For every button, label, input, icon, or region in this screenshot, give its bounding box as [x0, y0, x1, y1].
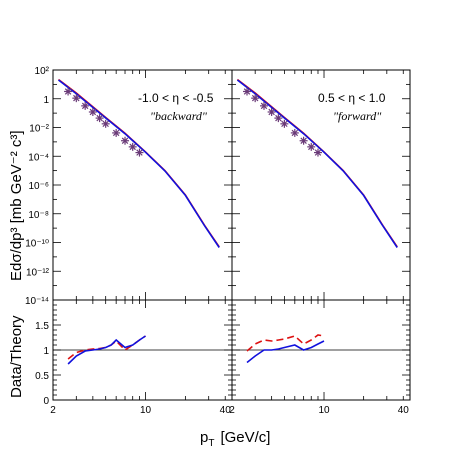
data-point — [121, 136, 130, 145]
data-point-stroke — [64, 88, 72, 95]
y-tick-label: 1 — [43, 95, 49, 106]
data-point — [95, 114, 104, 123]
data-point-stroke — [260, 102, 268, 110]
annotation-backward-eta: -1.0 < η < -0.5 — [138, 91, 214, 105]
panel-top-left: 10² 1 10⁻² 10⁻⁴ 10⁻⁶ 10⁻⁸ 10⁻¹⁰ 10⁻¹² 10⁻¹⁴ — [25, 66, 233, 307]
series-blue-solid — [67, 335, 146, 365]
annotation-forward-eta: 0.5 < η < 1.0 — [318, 91, 386, 105]
data-point-stroke — [89, 108, 97, 116]
data-point-stroke — [291, 129, 299, 137]
data-point-stroke — [96, 114, 103, 122]
data-point-stroke — [243, 88, 251, 95]
data-point — [101, 119, 110, 128]
series-red-dashed — [246, 334, 325, 352]
y-tick-label: 10⁻¹² — [26, 267, 50, 278]
series-blue-solid — [236, 79, 398, 248]
x-tick-label: 40 — [220, 405, 232, 416]
y-axis-title-top: Edσ/dp³ [mb GeV⁻² c³] — [8, 130, 25, 281]
data-point-stroke — [102, 120, 109, 128]
x-tick-label: 40 — [398, 405, 410, 416]
data-point — [112, 128, 121, 137]
series-blue-solid — [58, 79, 220, 248]
data-point-stroke — [136, 149, 143, 156]
panel-top-right — [231, 69, 411, 301]
data-point — [290, 128, 299, 137]
panel-bottom-right: 2 10 40 — [229, 299, 411, 416]
y-tick-label: 1.5 — [35, 321, 49, 332]
x-axis-title: pT [GeV/c] — [200, 429, 270, 449]
data-point — [280, 119, 289, 128]
data-point-stroke — [129, 143, 136, 151]
data-point-stroke — [314, 149, 322, 156]
data-point — [307, 142, 316, 151]
annotation-forward-note: "forward" — [333, 109, 382, 123]
y-tick-label: 10⁻¹⁰ — [25, 239, 49, 250]
x-axis-title-subscript: T — [208, 438, 214, 449]
x-tick-label: 2 — [50, 405, 56, 416]
y-tick-label: 0 — [43, 396, 49, 407]
data-point — [313, 148, 322, 157]
data-point-stroke — [300, 137, 307, 144]
data-point-stroke — [308, 143, 315, 151]
data-point-stroke — [275, 114, 282, 122]
data-point — [242, 87, 251, 96]
y-tick-label: 1 — [43, 346, 49, 357]
data-point — [251, 94, 260, 103]
data-point — [64, 87, 73, 96]
data-point-stroke — [81, 102, 89, 110]
data-point — [72, 94, 81, 103]
y-tick-label: 0.5 — [35, 371, 49, 382]
data-point — [81, 101, 90, 110]
data-point-stroke — [251, 94, 259, 102]
data-point — [274, 114, 283, 123]
y-tick-label: 10² — [35, 66, 50, 77]
y-tick-label: 10⁻¹⁴ — [25, 296, 49, 307]
data-point — [259, 101, 268, 110]
y-tick-label: 10⁻² — [29, 124, 49, 135]
data-point-stroke — [281, 120, 288, 128]
data-point — [267, 107, 276, 116]
panel-bottom-left: 2 10 40 0 0.5 1 1.5 — [35, 299, 233, 416]
annotation-backward-note: "backward" — [150, 109, 208, 123]
data-point-stroke — [112, 129, 120, 137]
y-tick-label: 10⁻⁸ — [28, 210, 49, 221]
data-point — [299, 136, 308, 145]
y-tick-label: 10⁻⁶ — [28, 181, 49, 192]
data-point — [128, 142, 137, 151]
data-point-stroke — [121, 137, 129, 144]
data-point-stroke — [73, 94, 80, 102]
x-tick-label: 2 — [229, 405, 235, 416]
x-axis-title-p: p — [200, 429, 208, 446]
series-blue-solid — [246, 340, 325, 364]
x-axis-title-unit: [GeV/c] — [220, 429, 270, 446]
data-point — [88, 107, 97, 116]
y-axis-title-bottom: Data/Theory — [8, 315, 25, 398]
data-point — [135, 148, 144, 157]
x-tick-label: 10 — [318, 405, 330, 416]
data-point-stroke — [268, 108, 275, 116]
x-tick-label: 10 — [140, 405, 152, 416]
y-tick-label: 10⁻⁴ — [28, 152, 49, 163]
